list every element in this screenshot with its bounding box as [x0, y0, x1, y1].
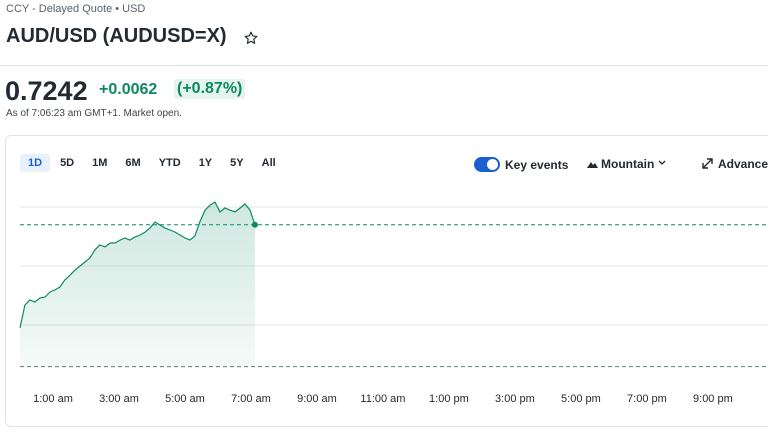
range-button[interactable]: 1Y	[198, 157, 213, 169]
expand-icon	[702, 158, 713, 169]
x-tick-label: 7:00 am	[231, 393, 271, 405]
x-tick-label: 11:00 am	[360, 393, 405, 405]
quote-title: AUD/USD (AUDUSD=X)	[6, 25, 227, 47]
x-tick-label: 5:00 am	[165, 393, 205, 405]
price: 0.7242	[5, 76, 88, 106]
breadcrumb: CCY - Delayed Quote • USD	[6, 3, 146, 15]
mountain-icon	[587, 162, 598, 168]
x-tick-label: 1:00 pm	[429, 393, 469, 405]
range-button[interactable]: 5D	[60, 157, 75, 169]
timestamp: As of 7:06:23 am GMT+1. Market open.	[6, 108, 182, 119]
x-tick-label: 9:00 am	[297, 393, 337, 405]
separator	[0, 65, 768, 66]
x-tick-label: 1:00 am	[33, 393, 73, 405]
range-button[interactable]: 1M	[92, 157, 108, 169]
range-button[interactable]: 5Y	[230, 157, 244, 169]
advanced-chart[interactable]: Advanced	[718, 157, 768, 171]
chart-panel	[5, 135, 768, 427]
price-change-percent: (+0.87%)	[174, 79, 246, 99]
area-fill	[20, 202, 255, 367]
range-button[interactable]: YTD	[158, 157, 181, 169]
x-tick-label: 3:00 am	[99, 393, 139, 405]
range-button[interactable]: 6M	[125, 157, 141, 169]
x-tick-label: 3:00 pm	[495, 393, 535, 405]
chart-style-menu[interactable]: Mountain	[601, 157, 655, 171]
dropdown-caret	[658, 160, 666, 165]
range-button[interactable]: 1D	[20, 154, 51, 172]
price-line	[19, 201, 256, 329]
x-tick-label: 5:00 pm	[561, 393, 601, 405]
price-change: +0.0062	[99, 81, 158, 98]
x-tick-label: 7:00 pm	[627, 393, 667, 405]
range-button[interactable]: All	[261, 157, 276, 169]
x-tick-label: 9:00 pm	[693, 393, 733, 405]
key-events-label[interactable]: Key events	[505, 158, 569, 172]
last-price-dot	[251, 221, 258, 228]
key-events-toggle[interactable]	[474, 157, 500, 172]
watchlist-star[interactable]	[244, 31, 258, 45]
range-selector: 1D 5D 1M 6M YTD 1Y 5Y All	[20, 154, 286, 172]
